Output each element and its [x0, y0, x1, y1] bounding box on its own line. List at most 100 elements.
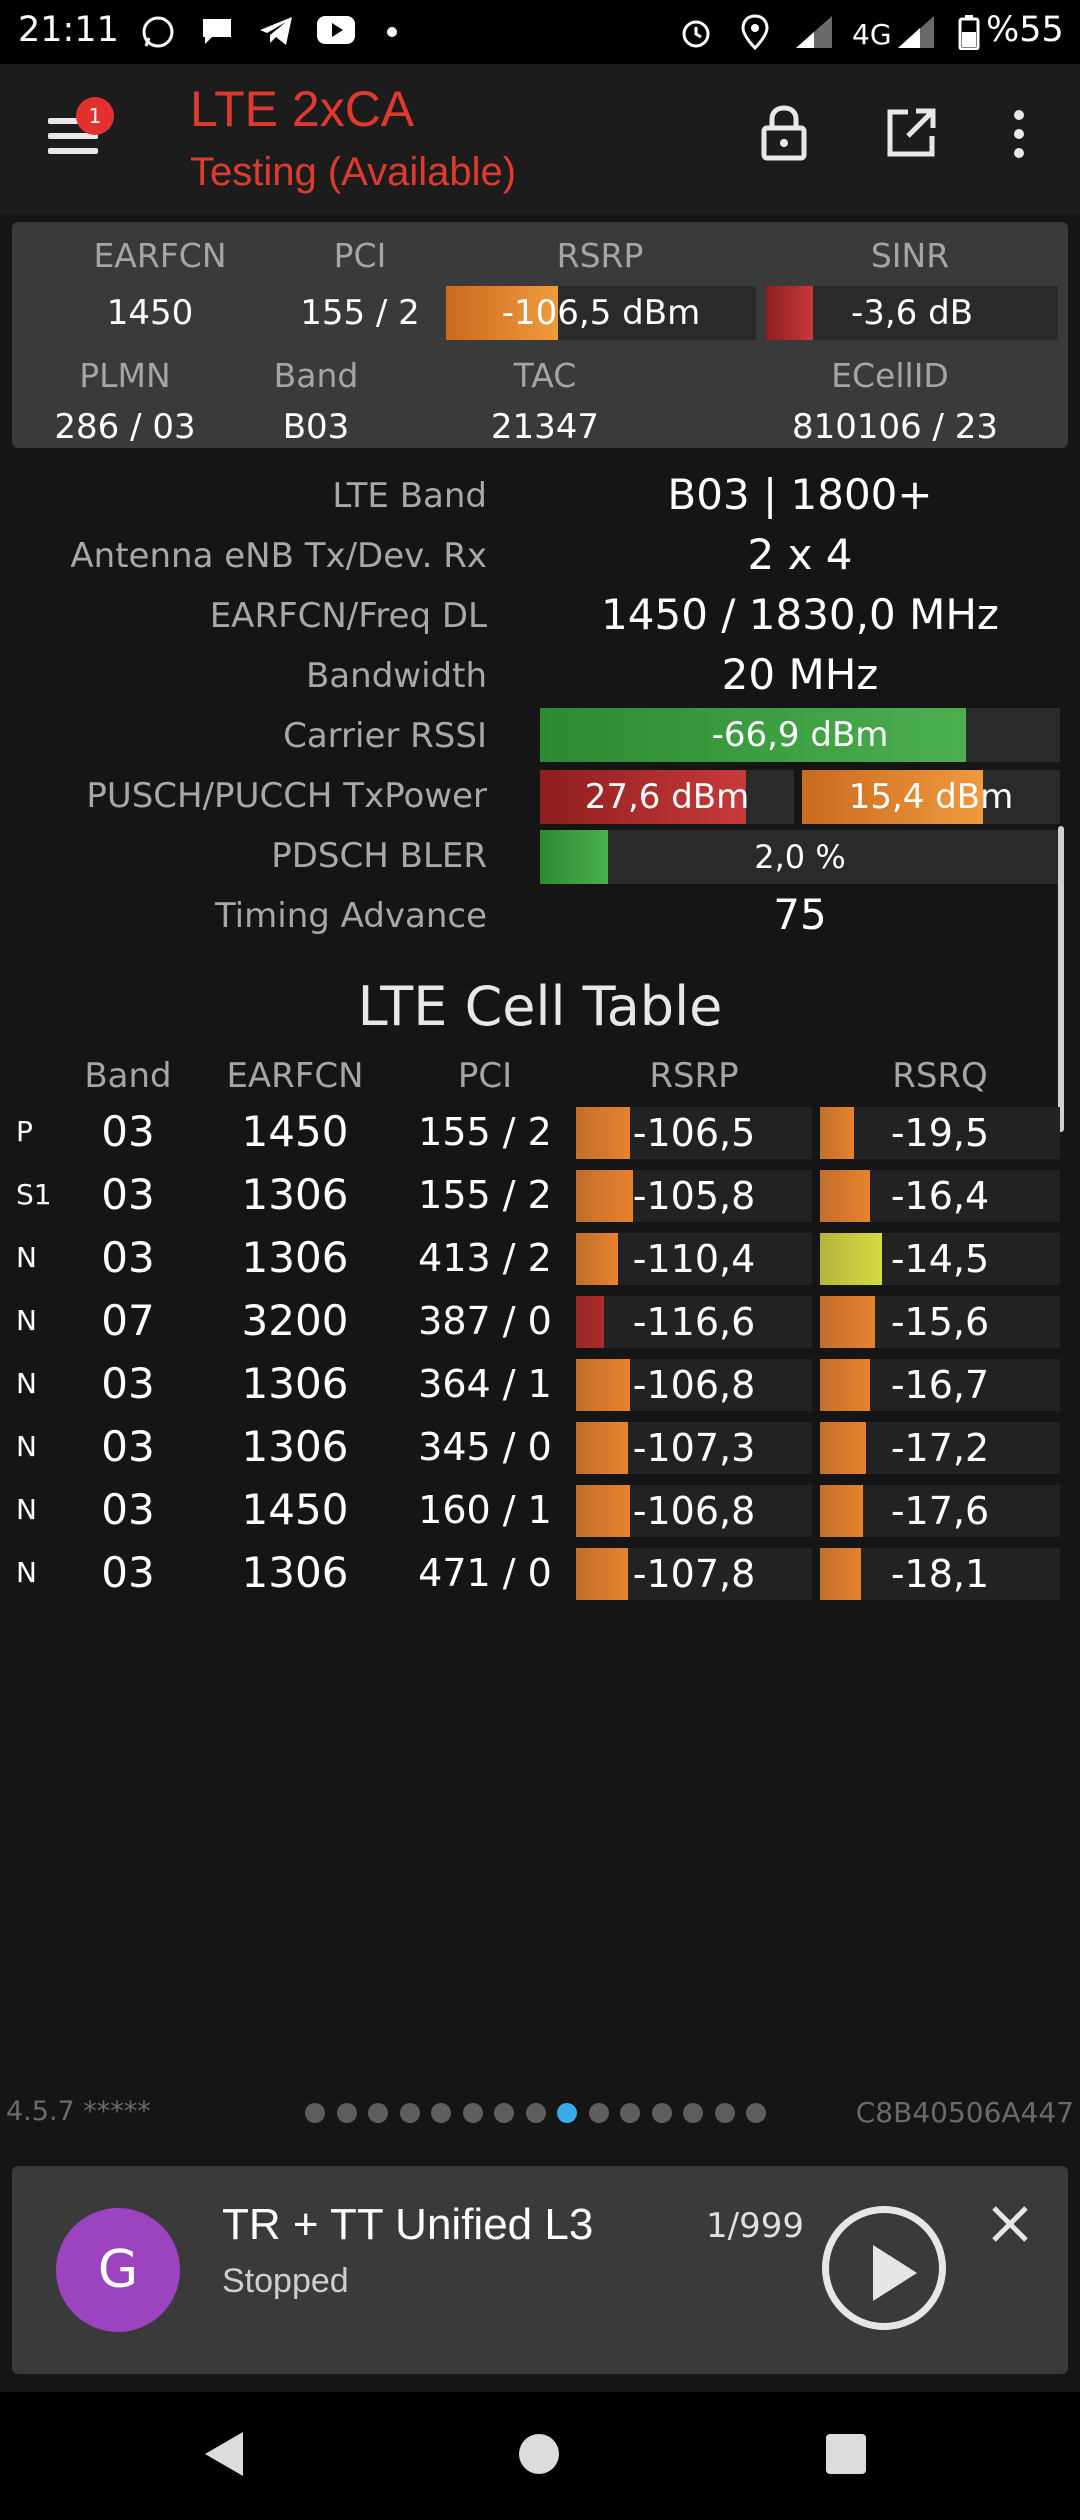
carrier-rssi-value: -66,9 dBm — [711, 715, 889, 755]
sinr-value: -3,6 dB — [850, 293, 974, 333]
cell-rsrq: -16,4 — [890, 1174, 990, 1218]
page-dot-active[interactable] — [557, 2103, 577, 2123]
cell-earfcn: 1306 — [241, 1170, 349, 1219]
earfcn-freq-label: EARFCN/Freq DL — [209, 596, 487, 636]
cell-rsrq-fill — [820, 1359, 871, 1411]
cell-rsrp-fill — [576, 1233, 619, 1285]
page-dot[interactable] — [588, 2103, 609, 2123]
more-vert-icon[interactable] — [1014, 110, 1026, 158]
page-dot[interactable] — [462, 2103, 483, 2123]
col-header-rsrq: RSRQ — [892, 1056, 988, 1096]
open-external-icon[interactable] — [884, 106, 938, 164]
cell-type: N — [16, 1367, 37, 1400]
cell-type: N — [16, 1241, 37, 1274]
table-row[interactable]: N 07 3200 387 / 0 -116,6 -15,6 — [0, 1290, 1080, 1352]
youtube-icon — [316, 14, 356, 55]
cell-rsrq-fill — [820, 1422, 866, 1474]
status-time: 21:11 — [18, 10, 119, 50]
cell-rsrq-fill — [820, 1548, 861, 1600]
home-icon[interactable] — [519, 2434, 559, 2474]
page-dot[interactable] — [368, 2103, 388, 2123]
play-button[interactable] — [822, 2206, 946, 2330]
page-dot[interactable] — [399, 2103, 420, 2123]
table-row[interactable]: N 03 1306 471 / 0 -107,8 -18,1 — [0, 1542, 1080, 1604]
table-row[interactable]: N 03 1306 345 / 0 -107,3 -17,2 — [0, 1416, 1080, 1478]
page-dot[interactable] — [336, 2103, 357, 2123]
pucch-value: 15,4 dBm — [848, 777, 1014, 817]
cell-pci: 155 / 2 — [418, 1110, 552, 1154]
back-icon[interactable] — [205, 2432, 243, 2476]
sinr-header: SINR — [870, 236, 950, 275]
cell-band: 03 — [101, 1422, 155, 1471]
chat-icon — [200, 14, 234, 57]
menu-icon[interactable] — [48, 118, 98, 154]
table-row[interactable]: S1 03 1306 155 / 2 -105,8 -16,4 — [0, 1164, 1080, 1226]
app-version: 4.5.7 ***** — [6, 2096, 151, 2127]
lte-band-value: B03 | 1800+ — [667, 470, 933, 519]
avatar: G — [56, 2208, 180, 2332]
cell-rsrp: -110,4 — [632, 1237, 756, 1281]
pdsch-bler-value: 2,0 % — [754, 838, 846, 876]
scrollbar[interactable] — [1058, 826, 1064, 1132]
table-row[interactable]: P 03 1450 155 / 2 -106,5 -19,5 — [0, 1101, 1080, 1163]
col-header-rsrp: RSRP — [649, 1056, 739, 1096]
cell-type: P — [16, 1115, 33, 1148]
cell-rsrq-bar: -16,7 — [820, 1359, 1060, 1411]
cell-rsrq: -17,6 — [890, 1489, 990, 1533]
notification-badge: 1 — [76, 97, 114, 135]
cell-rsrp-fill — [576, 1107, 631, 1159]
summary-band: B03 — [282, 407, 350, 447]
page-dot[interactable] — [620, 2103, 640, 2123]
summary-plmn: 286 / 03 — [54, 407, 196, 447]
page-dot[interactable] — [525, 2103, 546, 2123]
close-icon[interactable] — [986, 2200, 1034, 2248]
page-dot[interactable] — [305, 2103, 325, 2123]
carrier-rssi-fill — [540, 708, 967, 762]
pdsch-bler-label: PDSCH BLER — [271, 836, 487, 876]
cell-rsrq-fill — [820, 1485, 864, 1537]
cell-rsrq-bar: -14,5 — [820, 1233, 1060, 1285]
cell-rsrp: -107,8 — [632, 1552, 756, 1596]
cell-rsrq-bar: -15,6 — [820, 1296, 1060, 1348]
cell-band: 03 — [101, 1485, 155, 1534]
app-bar — [0, 64, 1080, 214]
cell-rsrp-bar: -105,8 — [576, 1170, 812, 1222]
rsrp-bar: -106,5 dBm — [446, 286, 756, 340]
play-icon — [873, 2245, 917, 2301]
lock-icon[interactable] — [760, 104, 808, 166]
cell-type: S1 — [16, 1178, 52, 1211]
timing-advance-label: Timing Advance — [214, 896, 487, 936]
col-header-band: Band — [84, 1056, 172, 1096]
notification-count: 1/999 — [706, 2206, 804, 2246]
recents-icon[interactable] — [826, 2434, 866, 2474]
page-dot[interactable] — [431, 2103, 451, 2123]
cell-rsrq: -19,5 — [890, 1111, 990, 1155]
signal-icon — [794, 14, 834, 59]
cell-rsrp: -106,8 — [632, 1489, 756, 1533]
pucch-bar: 15,4 dBm — [802, 770, 1060, 824]
cell-rsrp: -107,3 — [632, 1426, 756, 1470]
alarm-icon — [678, 14, 714, 59]
cell-rsrq: -18,1 — [890, 1552, 990, 1596]
timing-advance-value: 75 — [773, 890, 827, 939]
rsrp-bar-fill — [446, 286, 558, 340]
table-row[interactable]: N 03 1306 364 / 1 -106,8 -16,7 — [0, 1353, 1080, 1415]
cell-rsrp-fill — [576, 1170, 633, 1222]
cell-rsrq-bar: -16,4 — [820, 1170, 1060, 1222]
pci-header: PCI — [333, 236, 387, 275]
cell-rsrq-bar: -18,1 — [820, 1548, 1060, 1600]
cell-rsrq: -16,7 — [890, 1363, 990, 1407]
cell-earfcn: 1306 — [241, 1359, 349, 1408]
page-dot[interactable] — [651, 2103, 672, 2123]
page-dot[interactable] — [746, 2103, 766, 2123]
signal-icon — [896, 14, 936, 59]
cell-type: N — [16, 1430, 37, 1463]
page-dot[interactable] — [683, 2103, 703, 2123]
table-row[interactable]: N 03 1306 413 / 2 -110,4 -14,5 — [0, 1227, 1080, 1289]
page-dot[interactable] — [714, 2103, 735, 2123]
cell-earfcn: 1450 — [241, 1107, 349, 1156]
cell-rsrp-fill — [576, 1359, 631, 1411]
table-row[interactable]: N 03 1450 160 / 1 -106,8 -17,6 — [0, 1479, 1080, 1541]
page-dot[interactable] — [494, 2103, 514, 2123]
cell-band: 07 — [101, 1296, 155, 1345]
